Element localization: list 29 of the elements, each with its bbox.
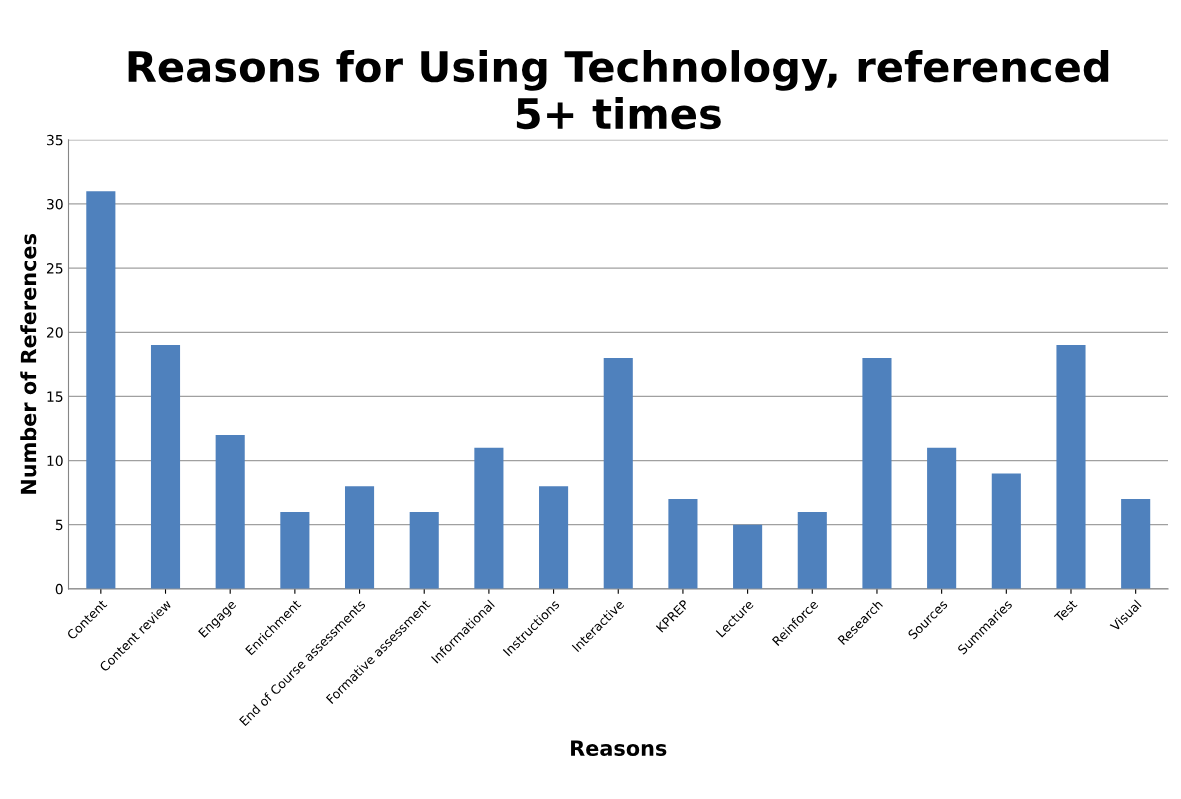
bar (86, 191, 116, 589)
y-tick-label: 30 (47, 198, 63, 210)
bar (603, 357, 633, 589)
y-tick-label: 10 (47, 455, 63, 467)
bar (474, 447, 504, 589)
x-tick-label: Test (1053, 599, 1078, 623)
bar (539, 486, 569, 589)
y-tick-label: 0 (55, 583, 63, 595)
chart-title: Reasons for Using Technology, referenced 5+ times (128, 50, 1109, 130)
bar (668, 499, 698, 589)
bar (991, 473, 1021, 589)
bar (280, 511, 310, 589)
bar (733, 524, 763, 589)
bar (409, 511, 439, 589)
bar (150, 345, 181, 589)
y-axis-title: Number of References (20, 234, 37, 494)
y-tick-label: 25 (46, 263, 63, 274)
y-tick-label: 15 (47, 391, 63, 402)
bar (927, 447, 957, 589)
bar (862, 357, 892, 589)
bar (1056, 345, 1086, 589)
bar (344, 486, 375, 589)
bar (797, 511, 827, 589)
y-tick-label: 5 (55, 519, 63, 531)
bar (1121, 499, 1151, 589)
y-tick-label: 20 (46, 327, 63, 338)
x-axis-title: Reasons (571, 740, 667, 756)
bar (215, 434, 245, 589)
y-tick-label: 35 (47, 134, 63, 146)
